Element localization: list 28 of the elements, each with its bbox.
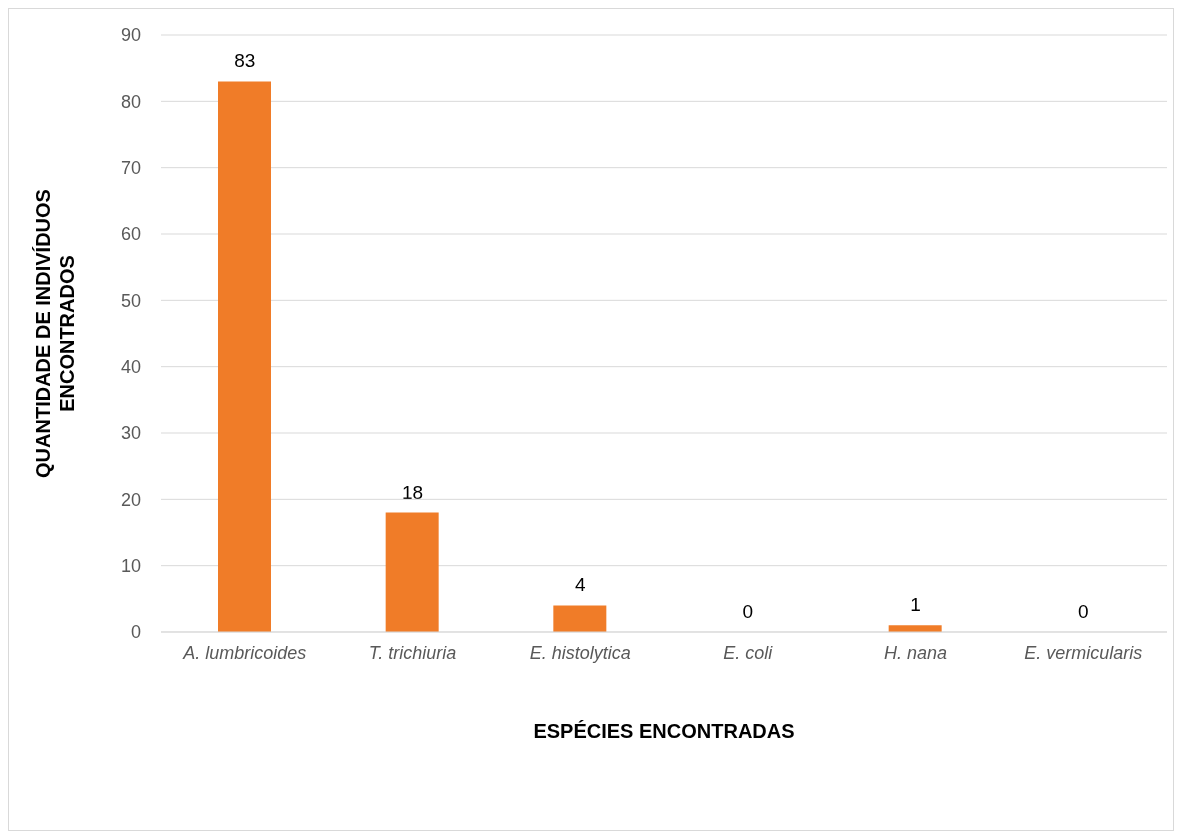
bar [888, 625, 942, 632]
x-tick-label: H. nana [883, 642, 948, 663]
x-axis-title: ESPÉCIES ENCONTRADAS [533, 720, 795, 742]
bar [553, 605, 607, 632]
y-tick-label: 30 [120, 423, 141, 444]
y-tick-label: 50 [120, 290, 141, 311]
x-tick-label: T. trichiuria [368, 642, 457, 663]
bar [218, 81, 271, 632]
y-axis-title: QUANTIDADE DE INDIVÍDUOS ENCONTRADOS [32, 189, 78, 478]
y-tick-label: 20 [120, 489, 141, 510]
x-tick-label: E. histolytica [529, 642, 631, 663]
y-tick-label: 40 [120, 357, 141, 378]
data-label: 83 [234, 50, 256, 72]
x-tick-label: E. vermicularis [1024, 642, 1143, 663]
x-tick-label: E. coli [723, 642, 774, 663]
y-tick-label: 0 [130, 622, 141, 643]
x-tick-label: A. lumbricoides [182, 642, 307, 663]
y-tick-label: 60 [120, 224, 141, 245]
y-tick-label: 80 [120, 91, 141, 112]
data-label: 1 [910, 594, 921, 616]
y-tick-label: 10 [120, 556, 141, 577]
y-tick-label: 70 [120, 158, 141, 179]
bar [385, 512, 439, 632]
data-label: 18 [401, 481, 424, 503]
data-label: 0 [742, 601, 754, 622]
y-tick-label: 90 [120, 25, 141, 46]
data-label: 0 [1077, 601, 1089, 622]
data-label: 4 [574, 574, 586, 596]
